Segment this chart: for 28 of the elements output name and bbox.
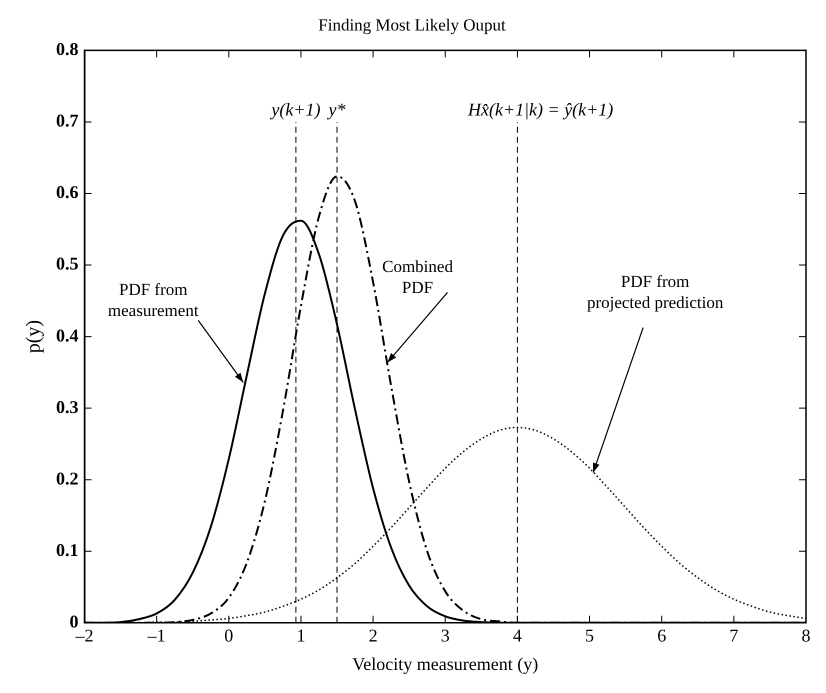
ref-line-label: y* <box>326 100 346 120</box>
y-axis-title: p(y) <box>22 320 44 354</box>
ref-line-label: Hx̂(k+1|k) = ŷ(k+1) <box>466 100 614 120</box>
x-tick-label: –1 <box>146 625 166 646</box>
x-tick-label: 1 <box>296 625 306 646</box>
x-tick-label: 4 <box>512 625 522 646</box>
y-tick-label: 0.2 <box>56 468 78 488</box>
x-tick-label: 8 <box>802 625 810 646</box>
y-tick-label: 0.1 <box>56 540 78 560</box>
x-tick-label: 7 <box>729 625 738 646</box>
annotation: Combined PDF <box>382 256 454 297</box>
y-tick-label: 0.5 <box>56 254 78 274</box>
y-tick-label: 0.6 <box>56 182 78 202</box>
x-tick-label: 2 <box>368 625 378 646</box>
annotation: PDF from projected prediction <box>586 272 724 312</box>
y-tick-label: 0.8 <box>56 39 78 60</box>
x-tick-label: 6 <box>657 625 666 646</box>
y-tick-label: 0 <box>70 611 78 632</box>
y-tick-label: 0.7 <box>56 110 78 131</box>
ref-line-label: y(k+1) <box>269 100 320 120</box>
y-tick-label: 0.3 <box>56 396 78 417</box>
annotation: PDF from measurement <box>108 280 199 320</box>
y-tick-label: 0.4 <box>56 325 78 346</box>
x-tick-label: 5 <box>585 625 594 646</box>
x-tick-label: 3 <box>440 625 450 646</box>
x-tick-label: 0 <box>224 625 234 646</box>
x-axis-title: Velocity measurement (y) <box>352 654 538 674</box>
chart-title: Finding Most Likely Ouput <box>318 16 506 35</box>
